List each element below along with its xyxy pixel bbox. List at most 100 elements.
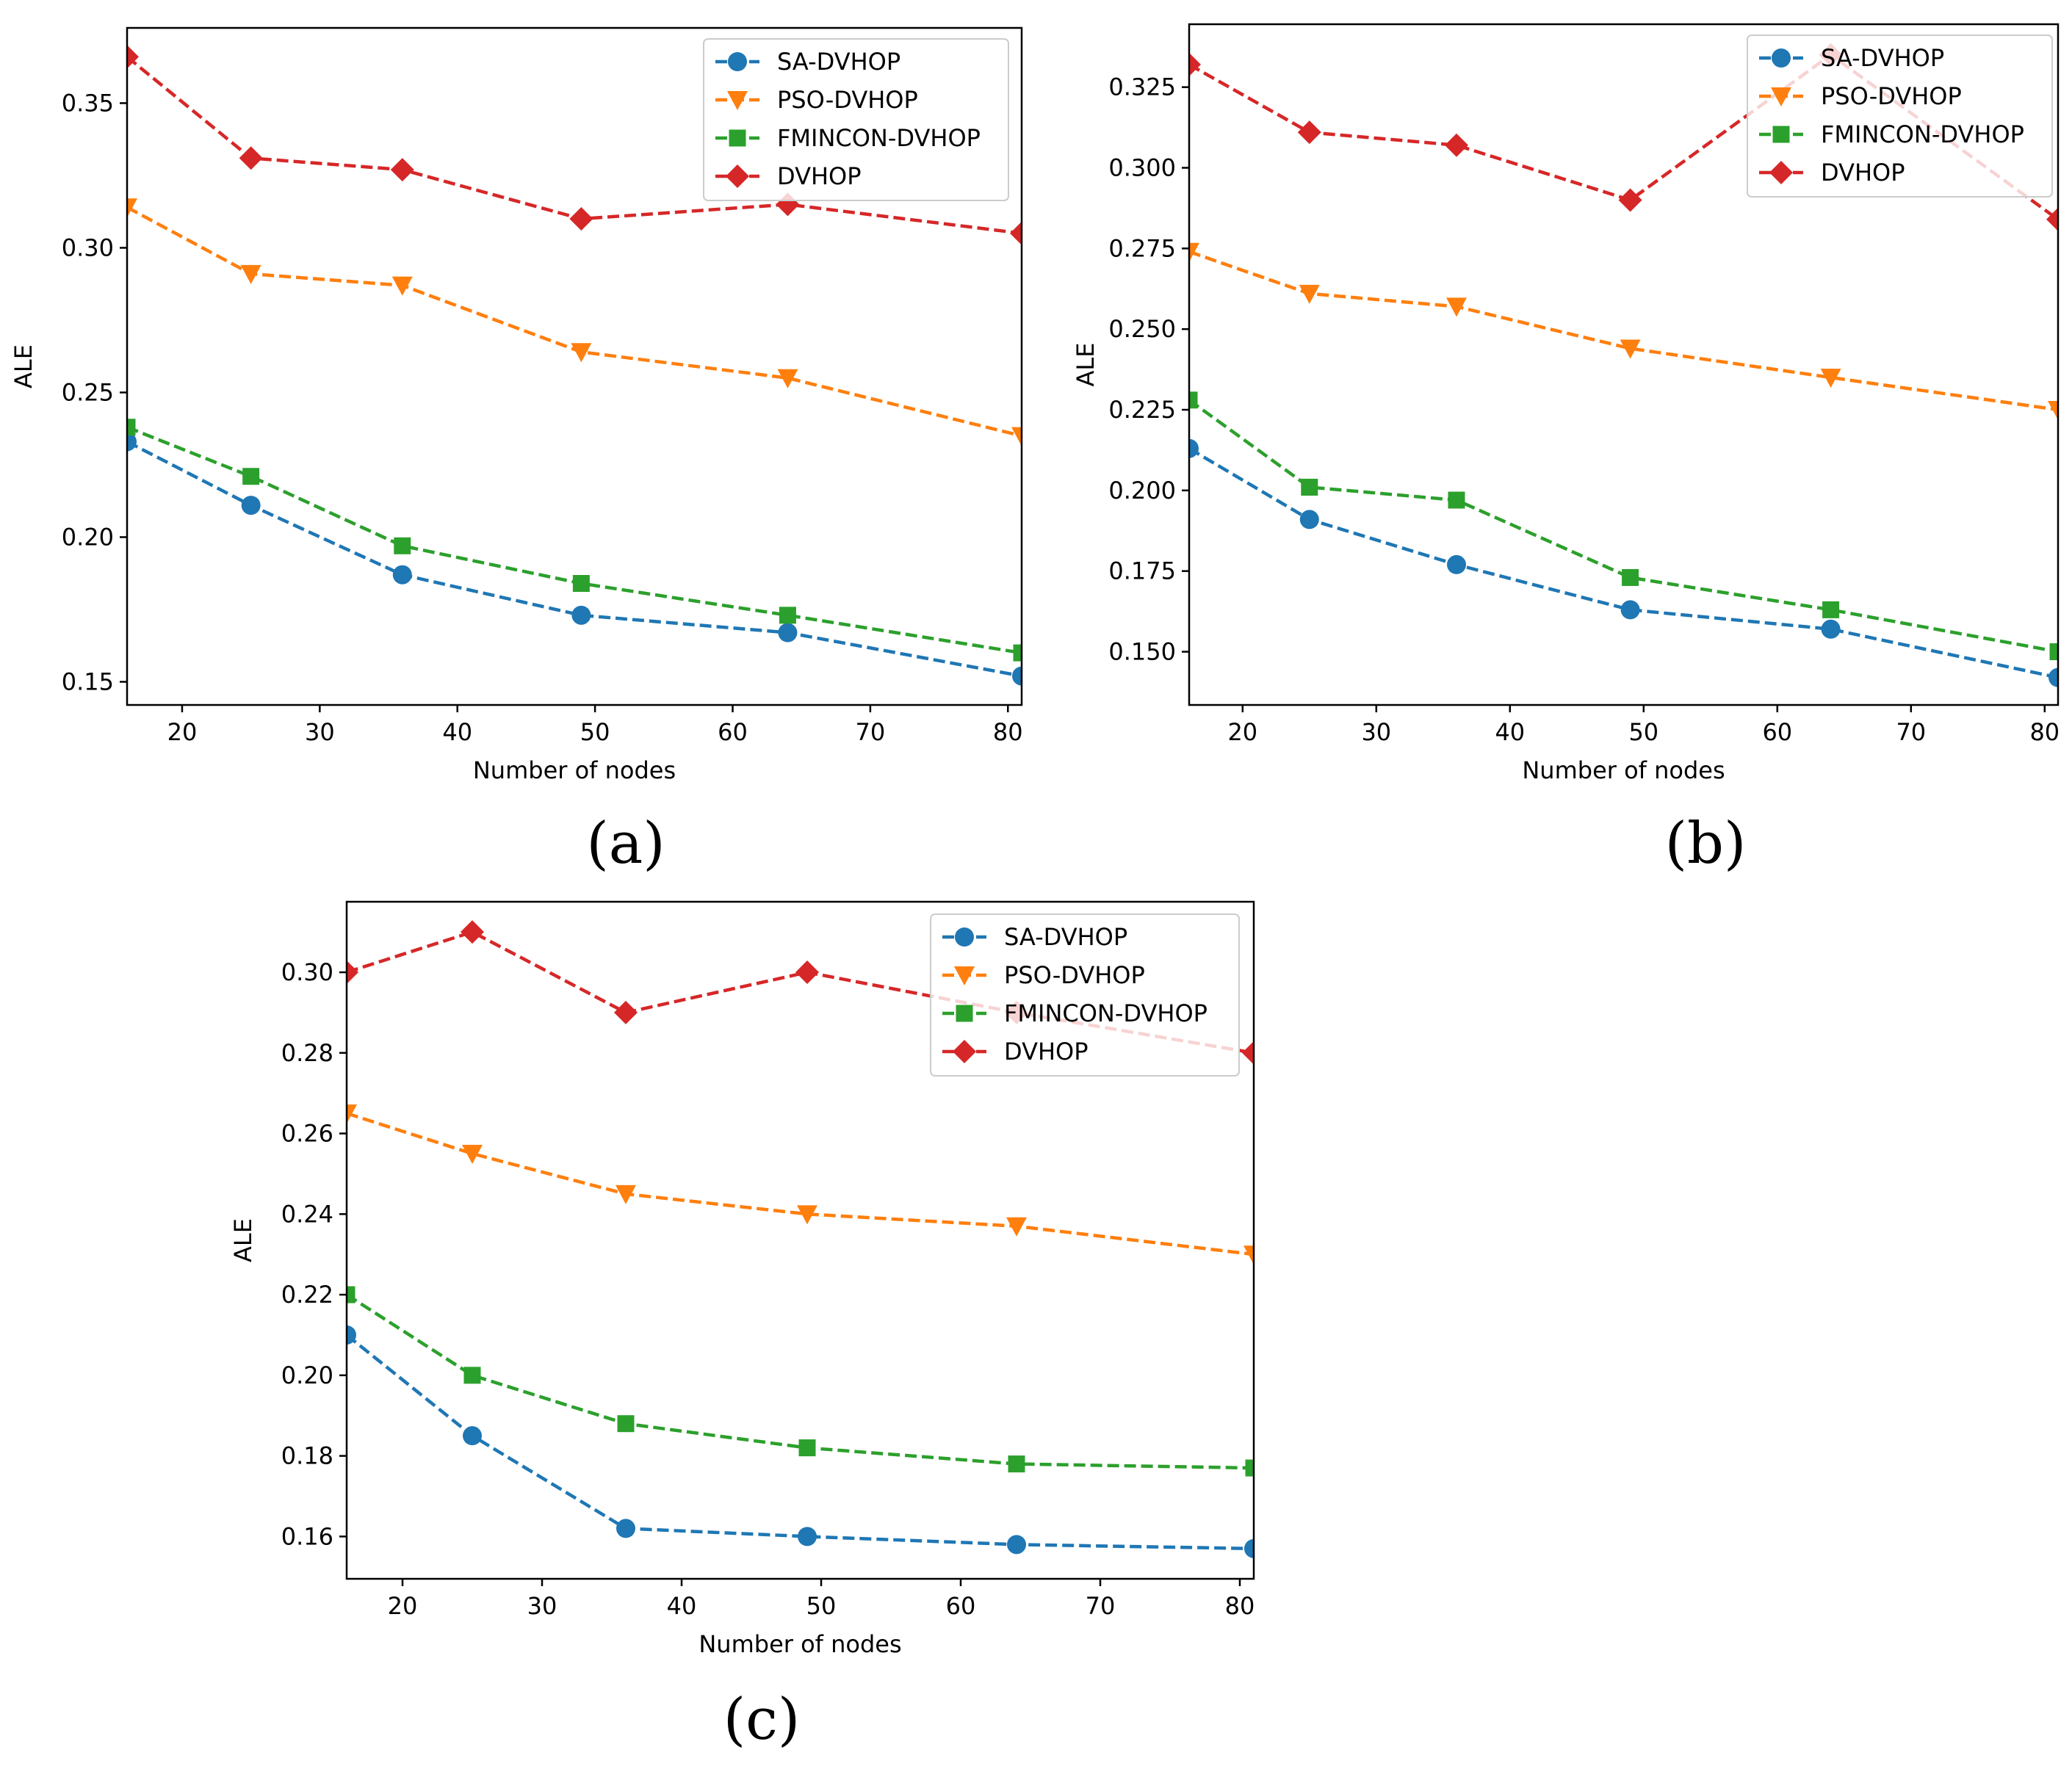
data-point-sa-dvhop (1447, 554, 1466, 574)
data-point-pso-dvhop (571, 343, 592, 363)
data-point-sa-dvhop (1299, 510, 1319, 529)
x-tick-label: 80 (993, 718, 1023, 746)
x-tick-label: 20 (167, 718, 198, 746)
y-tick-label: 0.325 (1108, 73, 1176, 101)
legend: SA-DVHOP PSO-DVHOP FMINCON-DVHOP DVHOP (930, 914, 1240, 1077)
plot-area (127, 45, 1022, 686)
y-tick-label: 0.30 (62, 234, 114, 261)
x-tick-label: 60 (946, 1592, 976, 1620)
legend-label: SA-DVHOP (1821, 44, 1944, 72)
data-point-fmincon-dvhop (127, 419, 136, 436)
data-point-dvhop (569, 207, 593, 231)
y-tick-label: 0.275 (1108, 234, 1176, 262)
y-axis-label: ALE (10, 344, 37, 388)
data-point-fmincon-dvhop (572, 575, 590, 593)
x-axis-label: Number of nodes (473, 756, 676, 784)
data-point-pso-dvhop (1299, 284, 1320, 304)
data-point-pso-dvhop (2048, 401, 2058, 421)
data-point-sa-dvhop (1821, 619, 1841, 639)
axes-frame (126, 26, 1023, 706)
data-point-dvhop (390, 158, 414, 182)
series-line-sa-dvhop (1189, 446, 2058, 679)
chart-panel-3: 20 30 40 50 60 70 80 0.16 0.18 0.20 0.22 0.24 0.26 0.… (229, 900, 1255, 1658)
data-point-pso-dvhop (240, 264, 261, 284)
data-point-sa-dvhop (127, 432, 137, 452)
legend: SA-DVHOP PSO-DVHOP FMINCON-DVHOP DVHOP (1747, 35, 2053, 198)
legend-label: DVHOP (777, 162, 862, 190)
data-point-dvhop (1297, 120, 1321, 145)
y-tick-label: 0.300 (1108, 154, 1176, 182)
data-point-fmincon-dvhop (1448, 491, 1465, 509)
data-point-pso-dvhop (777, 369, 798, 388)
y-axis-label: ALE (229, 1218, 257, 1262)
axes-frame (1188, 23, 2060, 706)
data-point-sa-dvhop (392, 565, 412, 585)
data-point-fmincon-dvhop (798, 1439, 816, 1457)
data-point-dvhop (1618, 188, 1642, 212)
data-point-sa-dvhop (463, 1426, 482, 1446)
x-axis-label: Number of nodes (699, 1630, 901, 1658)
y-tick-label: 0.25 (62, 378, 114, 406)
series-line-sa-dvhop (347, 1334, 1254, 1551)
x-tick-label: 70 (1896, 718, 1926, 746)
x-tick-label: 80 (2029, 718, 2060, 746)
data-point-dvhop (461, 920, 484, 944)
x-tick-label: 60 (718, 718, 748, 746)
data-point-pso-dvhop (1446, 297, 1467, 317)
data-point-fmincon-dvhop (1189, 391, 1198, 409)
legend-label: PSO-DVHOP (1821, 82, 1962, 110)
y-axis-label: ALE (1072, 343, 1100, 387)
y-tick-label: 0.16 (281, 1522, 333, 1550)
caption-a: (a) (586, 811, 665, 877)
legend: SA-DVHOP PSO-DVHOP FMINCON-DVHOP DVHOP (703, 38, 1009, 201)
data-point-dvhop (795, 961, 819, 985)
series-line-dvhop (127, 55, 1022, 235)
y-tick-label: 0.250 (1108, 315, 1176, 343)
legend-marker (955, 927, 974, 947)
data-point-pso-dvhop (462, 1145, 483, 1165)
data-point-pso-dvhop (1006, 1217, 1027, 1237)
chart-panel-2: 20 30 40 50 60 70 80 0.150 0.175 0.200 0.225 0.250 0… (1072, 23, 2060, 784)
y-tick-label: 0.22 (281, 1281, 333, 1309)
x-tick-label: 40 (667, 1592, 697, 1620)
plot-area (1189, 43, 2058, 687)
y-tick-label: 0.30 (281, 958, 333, 986)
x-tick-label: 30 (527, 1592, 557, 1620)
data-point-dvhop (239, 146, 263, 170)
legend-label: SA-DVHOP (1004, 923, 1127, 951)
y-tick-label: 0.26 (281, 1120, 333, 1148)
data-point-pso-dvhop (1820, 369, 1841, 388)
legend-marker (728, 52, 747, 71)
data-point-pso-dvhop (391, 276, 413, 296)
data-point-sa-dvhop (778, 623, 798, 643)
legend-label: FMINCON-DVHOP (1821, 120, 2024, 148)
legend-marker (1772, 126, 1790, 143)
data-point-sa-dvhop (1244, 1538, 1254, 1558)
data-point-fmincon-dvhop (2049, 643, 2058, 661)
data-point-sa-dvhop (1007, 1535, 1026, 1555)
legend-marker (726, 164, 749, 188)
data-point-sa-dvhop (2048, 668, 2058, 687)
y-tick-label: 0.150 (1108, 638, 1176, 666)
data-point-dvhop (127, 45, 139, 69)
data-point-sa-dvhop (1012, 666, 1022, 686)
data-point-fmincon-dvhop (1622, 568, 1639, 586)
caption-b: (b) (1664, 811, 1747, 877)
y-tick-label: 0.28 (281, 1039, 333, 1067)
data-point-sa-dvhop (571, 605, 591, 625)
x-tick-label: 30 (305, 718, 335, 746)
data-point-fmincon-dvhop (463, 1367, 481, 1384)
data-point-pso-dvhop (1243, 1245, 1254, 1265)
series-line-pso-dvhop (1189, 250, 2058, 412)
y-tick-label: 0.15 (62, 668, 114, 695)
data-point-dvhop (1189, 52, 1201, 76)
data-point-pso-dvhop (127, 198, 137, 218)
legend-marker (954, 966, 975, 985)
data-point-fmincon-dvhop (617, 1415, 635, 1433)
y-tick-label: 0.175 (1108, 557, 1176, 585)
legend-label: FMINCON-DVHOP (1004, 999, 1208, 1027)
x-axis-label: Number of nodes (1522, 756, 1725, 784)
x-tick-label: 40 (1495, 718, 1525, 746)
y-tick-label: 0.24 (281, 1200, 333, 1228)
